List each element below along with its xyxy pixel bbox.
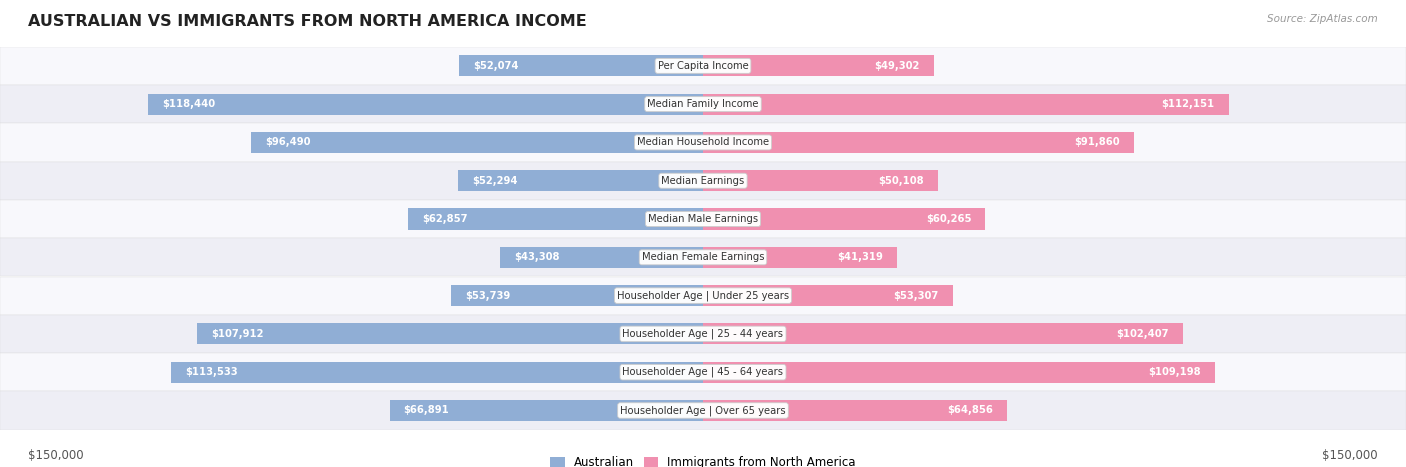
Bar	[172, 361, 703, 383]
Text: $113,533: $113,533	[186, 367, 238, 377]
Text: $53,307: $53,307	[894, 290, 939, 301]
Bar	[0, 200, 1406, 238]
Text: $150,000: $150,000	[1322, 449, 1378, 462]
Text: $43,308: $43,308	[515, 252, 560, 262]
Text: $118,440: $118,440	[162, 99, 215, 109]
Bar	[250, 132, 703, 153]
Bar	[703, 93, 1229, 115]
Text: Median Household Income: Median Household Income	[637, 137, 769, 148]
Bar	[408, 208, 703, 230]
Text: Median Earnings: Median Earnings	[661, 176, 745, 186]
Bar	[0, 391, 1406, 430]
Text: $60,265: $60,265	[927, 214, 972, 224]
Text: $41,319: $41,319	[837, 252, 883, 262]
Bar	[703, 285, 953, 306]
Bar	[0, 353, 1406, 391]
Bar	[703, 208, 986, 230]
Bar	[703, 55, 934, 77]
Text: $49,302: $49,302	[875, 61, 920, 71]
Bar	[0, 238, 1406, 276]
Bar	[197, 323, 703, 345]
Text: Householder Age | Over 65 years: Householder Age | Over 65 years	[620, 405, 786, 416]
Legend: Australian, Immigrants from North America: Australian, Immigrants from North Americ…	[546, 451, 860, 467]
Text: $107,912: $107,912	[211, 329, 264, 339]
Text: $102,407: $102,407	[1116, 329, 1168, 339]
Bar	[0, 276, 1406, 315]
Bar	[0, 123, 1406, 162]
Text: $66,891: $66,891	[404, 405, 450, 416]
Text: $64,856: $64,856	[948, 405, 993, 416]
Bar	[148, 93, 703, 115]
Bar	[0, 315, 1406, 353]
Bar	[703, 132, 1133, 153]
Text: $53,739: $53,739	[465, 290, 510, 301]
Bar	[501, 247, 703, 268]
Text: Householder Age | 25 - 44 years: Householder Age | 25 - 44 years	[623, 329, 783, 339]
Text: Per Capita Income: Per Capita Income	[658, 61, 748, 71]
Bar	[703, 247, 897, 268]
Text: Median Female Earnings: Median Female Earnings	[641, 252, 765, 262]
Text: $91,860: $91,860	[1074, 137, 1119, 148]
Bar	[458, 170, 703, 191]
Text: Householder Age | 45 - 64 years: Householder Age | 45 - 64 years	[623, 367, 783, 377]
Bar	[451, 285, 703, 306]
Text: $150,000: $150,000	[28, 449, 84, 462]
Bar	[458, 55, 703, 77]
Bar	[389, 400, 703, 421]
Bar	[703, 323, 1182, 345]
Bar	[0, 47, 1406, 85]
Text: $52,074: $52,074	[472, 61, 519, 71]
Text: $50,108: $50,108	[879, 176, 924, 186]
Text: $96,490: $96,490	[264, 137, 311, 148]
Text: $62,857: $62,857	[422, 214, 468, 224]
Bar	[703, 170, 938, 191]
Bar	[703, 400, 1007, 421]
Text: $112,151: $112,151	[1161, 99, 1215, 109]
Text: Median Family Income: Median Family Income	[647, 99, 759, 109]
Text: Householder Age | Under 25 years: Householder Age | Under 25 years	[617, 290, 789, 301]
Text: AUSTRALIAN VS IMMIGRANTS FROM NORTH AMERICA INCOME: AUSTRALIAN VS IMMIGRANTS FROM NORTH AMER…	[28, 14, 586, 29]
Text: Median Male Earnings: Median Male Earnings	[648, 214, 758, 224]
Bar	[0, 162, 1406, 200]
Bar	[0, 85, 1406, 123]
Text: Source: ZipAtlas.com: Source: ZipAtlas.com	[1267, 14, 1378, 24]
Text: $52,294: $52,294	[472, 176, 517, 186]
Bar	[703, 361, 1215, 383]
Text: $109,198: $109,198	[1149, 367, 1201, 377]
